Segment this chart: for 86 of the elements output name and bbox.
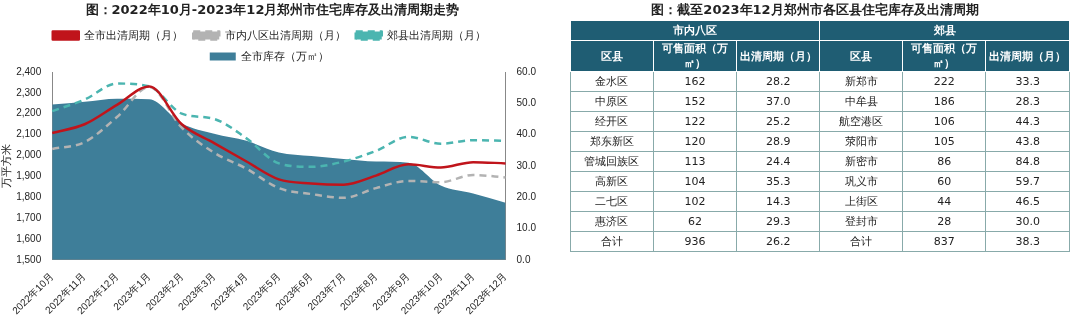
- text: 24.4: [736, 151, 820, 172]
- text: 巩义市: [819, 171, 903, 192]
- text: 60: [902, 171, 986, 192]
- text: 管城回族区: [570, 151, 654, 172]
- legend-label: 郊县出清周期（月）: [387, 28, 487, 41]
- y2-tick-label: 20.0: [516, 190, 537, 202]
- text: 44.3: [985, 111, 1070, 132]
- text: 郊县: [819, 20, 1070, 41]
- text: 186: [902, 91, 986, 112]
- text: 106: [902, 111, 986, 132]
- text: 合计: [570, 231, 654, 252]
- text: 可售面积（万㎡）: [902, 40, 986, 72]
- text: 84.8: [985, 151, 1070, 172]
- text: 59.7: [985, 171, 1070, 192]
- legend-label: 全市库存（万㎡）: [241, 49, 330, 62]
- text: 市内八区: [570, 20, 820, 41]
- text: 25.2: [736, 111, 820, 132]
- text: 222: [902, 71, 986, 92]
- y-tick-label: 1,600: [16, 232, 42, 244]
- text: 86: [902, 151, 986, 172]
- text: 惠济区: [570, 211, 654, 232]
- text: 120: [653, 131, 737, 152]
- text: 中牟县: [819, 91, 903, 112]
- y2-tick-label: 50.0: [516, 97, 537, 109]
- text: 新密市: [819, 151, 903, 172]
- text: 62: [653, 211, 737, 232]
- text: 经开区: [570, 111, 654, 132]
- y2-tick-label: 60.0: [516, 65, 537, 77]
- text: 38.3: [985, 231, 1070, 252]
- text: 43.8: [985, 131, 1070, 152]
- text: 合计: [819, 231, 903, 252]
- y2-tick-label: 30.0: [516, 159, 537, 171]
- text: 二七区: [570, 191, 654, 212]
- text: 152: [653, 91, 737, 112]
- text: 113: [653, 151, 737, 172]
- y-tick-label: 2,400: [16, 65, 42, 77]
- text: 荥阳市: [819, 131, 903, 152]
- text: 中原区: [570, 91, 654, 112]
- text: 122: [653, 111, 737, 132]
- text: 区县: [819, 40, 903, 72]
- text: 102: [653, 191, 737, 212]
- text: 35.3: [736, 171, 820, 192]
- text: 46.5: [985, 191, 1070, 212]
- y2-tick-label: 0.0: [516, 253, 531, 265]
- text: 可售面积（万㎡）: [653, 40, 737, 72]
- text: 28.3: [985, 91, 1070, 112]
- text: 936: [653, 231, 737, 252]
- text: 162: [653, 71, 737, 92]
- text: 郑东新区: [570, 131, 654, 152]
- y-tick-label: 2,200: [16, 107, 42, 119]
- text: 金水区: [570, 71, 654, 92]
- chart-title: 图：2022年10月-2023年12月郑州市住宅库存及出清周期走势: [84, 1, 461, 19]
- text: 30.0: [985, 211, 1070, 232]
- text: 区县: [570, 40, 654, 72]
- y-tick-label: 1,500: [16, 253, 42, 265]
- text: 105: [902, 131, 986, 152]
- legend-label: 市内八区出清周期（月）: [224, 28, 346, 41]
- text: 高新区: [570, 171, 654, 192]
- y-tick-label: 1,800: [16, 190, 42, 202]
- text: 44: [902, 191, 986, 212]
- y-tick-label: 2,100: [16, 128, 42, 140]
- text: 26.2: [736, 231, 820, 252]
- text: 104: [653, 171, 737, 192]
- y-tick-label: 1,900: [16, 170, 42, 182]
- text: 37.0: [736, 91, 820, 112]
- text: 29.3: [736, 211, 820, 232]
- y-tick-label: 2,300: [16, 86, 42, 98]
- text: 新郑市: [819, 71, 903, 92]
- text: 28.2: [736, 71, 820, 92]
- text: 14.3: [736, 191, 820, 212]
- text: 33.3: [985, 71, 1070, 92]
- y-tick-label: 2,000: [16, 149, 42, 161]
- text: 出清周期（月）: [736, 40, 820, 72]
- text: 航空港区: [819, 111, 903, 132]
- text: 837: [902, 231, 986, 252]
- text: 出清周期（月）: [985, 40, 1070, 72]
- text: 上街区: [819, 191, 903, 212]
- text: 28.9: [736, 131, 820, 152]
- legend-label: 全市出清周期（月）: [84, 28, 184, 41]
- y-tick-label: 1,700: [16, 211, 42, 223]
- text: 图：截至2023年12月郑州市各区县住宅库存及出清周期: [650, 1, 980, 19]
- y2-tick-label: 10.0: [516, 222, 537, 234]
- y2-tick-label: 40.0: [516, 128, 537, 140]
- text: 登封市: [819, 211, 903, 232]
- text: 28: [902, 211, 986, 232]
- y-axis-title: 万平方米: [0, 143, 12, 188]
